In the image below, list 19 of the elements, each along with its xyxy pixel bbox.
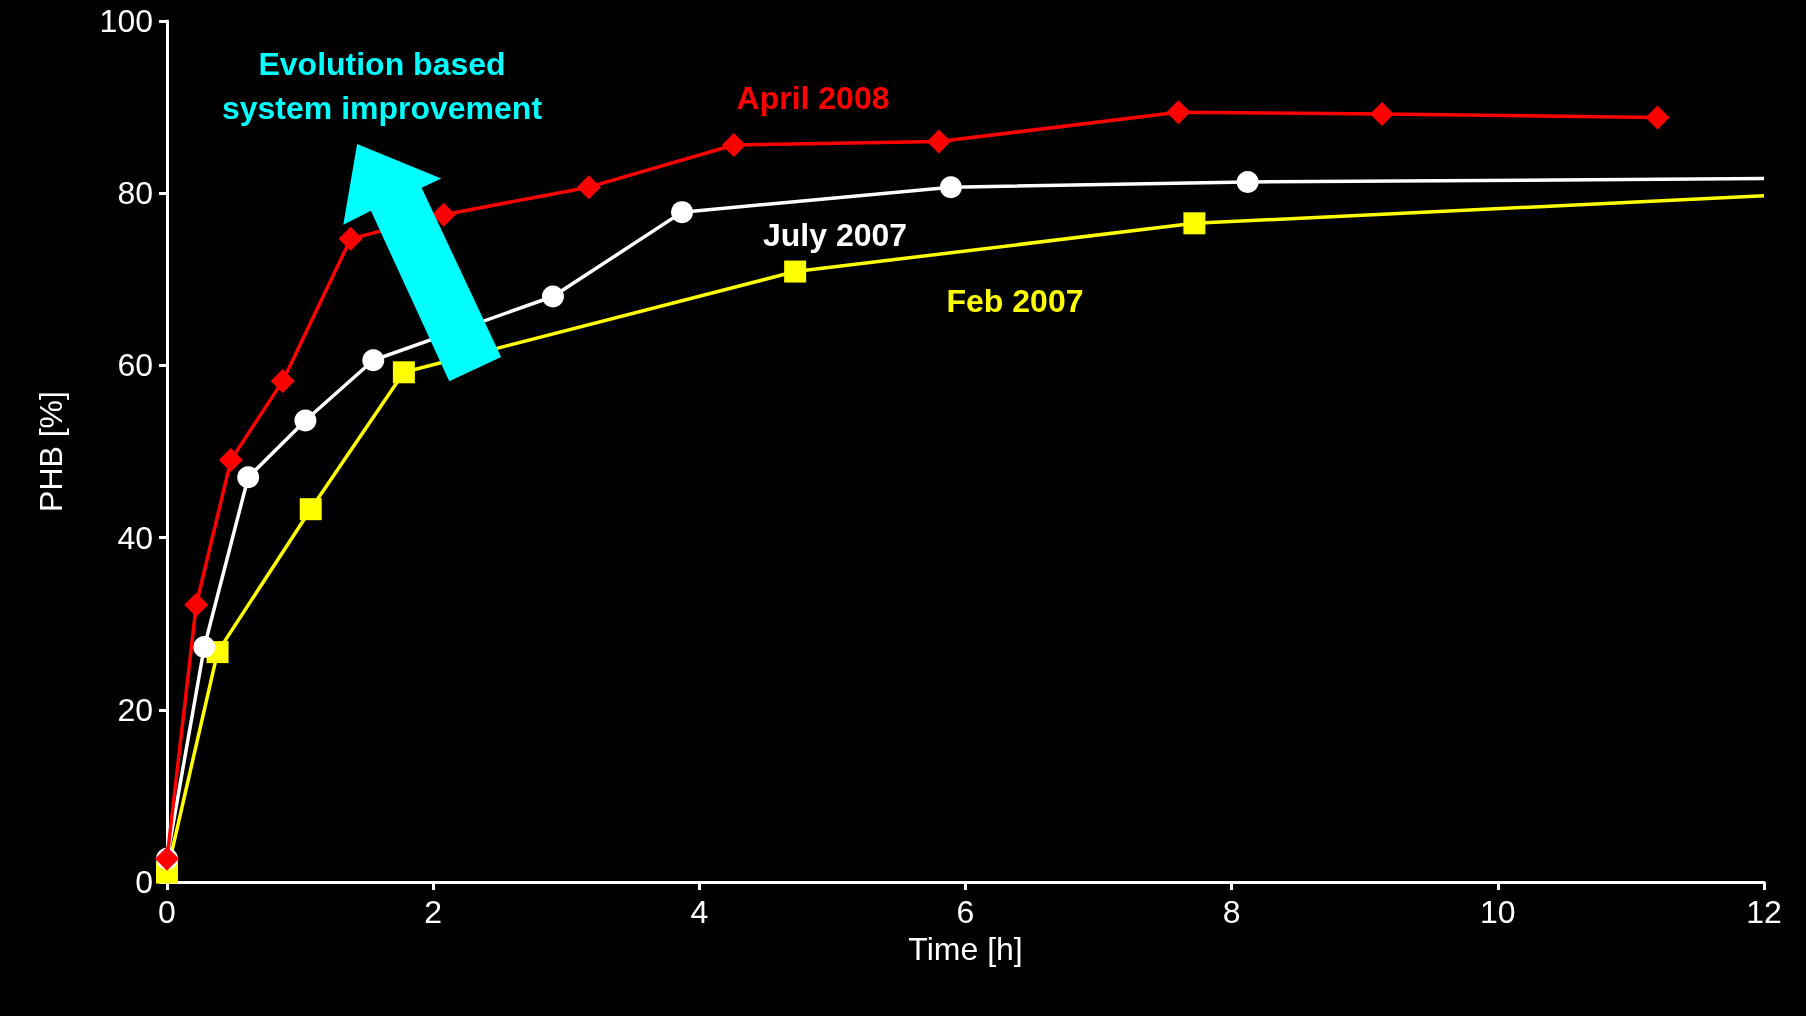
y-tick-label: 0 — [135, 864, 153, 900]
y-tick-label: 20 — [117, 691, 153, 728]
x-axis-title: Time [h] — [908, 930, 1023, 967]
y-tick-label: 60 — [117, 347, 153, 384]
x-tick-label: 6 — [956, 894, 975, 930]
x-tick-label: 10 — [1480, 894, 1516, 930]
annotation: Evolution based system improvement — [221, 46, 543, 126]
series-label: April 2008 — [736, 80, 890, 116]
x-tick-label: 0 — [158, 894, 176, 930]
y-tick-label: 100 — [99, 3, 153, 39]
y-tick-label: 40 — [117, 519, 153, 556]
x-tick-label: 8 — [1222, 894, 1241, 930]
x-tick-label: 4 — [690, 894, 709, 930]
series-label: July 2007 — [762, 217, 908, 253]
x-tick-label: 2 — [424, 894, 443, 930]
y-axis-title: PHB [%] — [33, 391, 69, 512]
series-label: Feb 2007 — [946, 283, 1084, 319]
x-tick-label: 12 — [1746, 894, 1782, 930]
y-tick-label: 80 — [117, 175, 153, 212]
